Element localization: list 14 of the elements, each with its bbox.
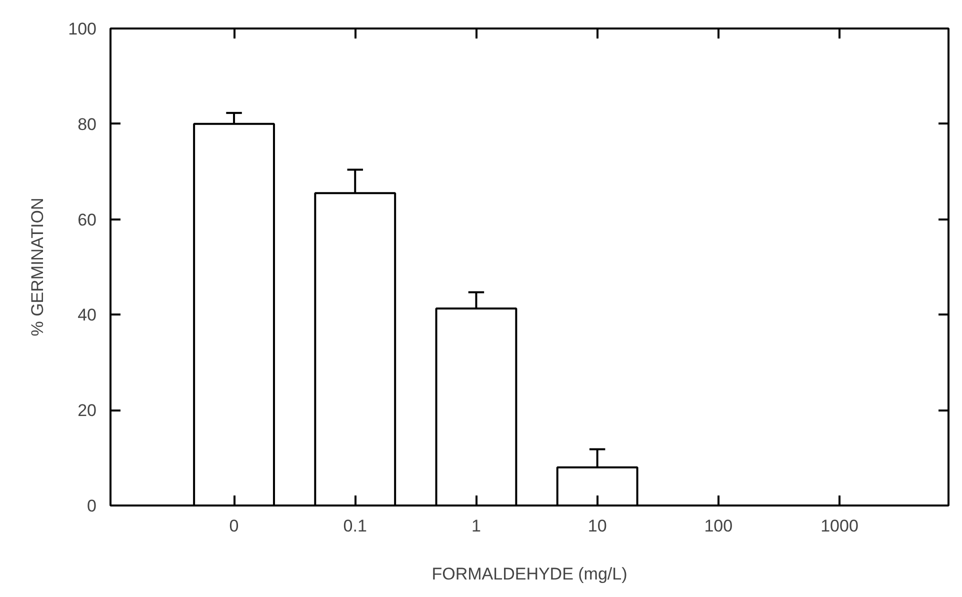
x-tick-label: 0 — [229, 516, 239, 536]
y-tick-label: 20 — [78, 401, 97, 420]
y-tick-label: 100 — [68, 20, 97, 38]
x-tick-label: 1000 — [820, 516, 858, 536]
x-tick-label: 100 — [704, 516, 733, 536]
y-tick-label: 40 — [78, 306, 97, 325]
y-tick-label: 60 — [78, 210, 97, 230]
y-axis-title: % GERMINATION — [28, 198, 48, 336]
y-tick-label: 0 — [87, 496, 97, 516]
x-tick-label: 1 — [471, 516, 481, 536]
x-tick-label: 0.1 — [343, 516, 367, 536]
x-tick-label: 10 — [588, 516, 607, 536]
y-tick-label: 80 — [78, 114, 97, 134]
x-axis-title: FORMALDEHYDE (mg/L) — [432, 564, 628, 584]
